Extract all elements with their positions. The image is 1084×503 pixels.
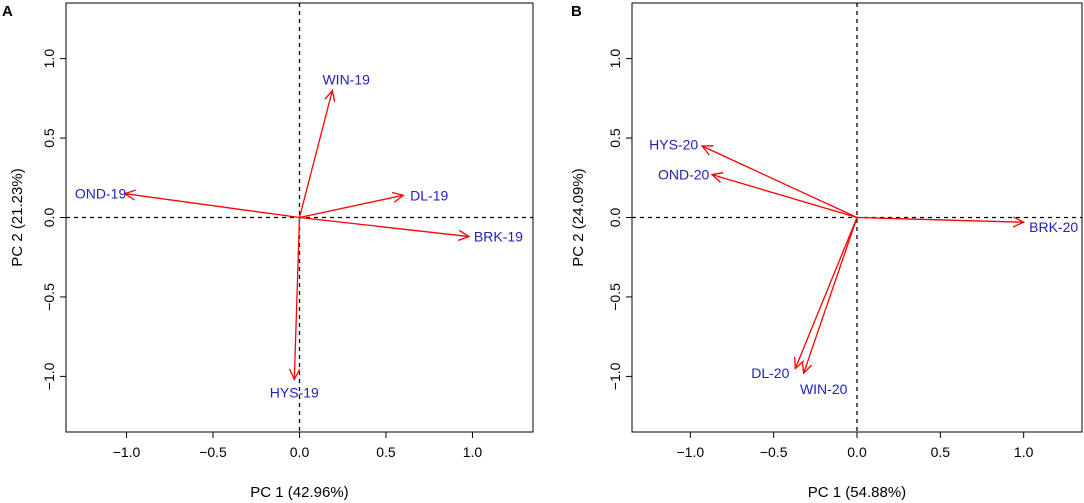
- vector-arrow-head: [1012, 216, 1026, 228]
- loading-vector-hys-19: HYS-19: [270, 217, 319, 400]
- vector-label: HYS-20: [649, 136, 698, 152]
- panel-a: −1.0 −0.5 0.0 0.5 1.0 −1.0 −0.5 0.0 0.5 1.0 PC 1 (…: [2, 2, 534, 501]
- vector-arrow-head: [324, 88, 336, 102]
- loading-vector-win-20: WIN-20: [800, 217, 858, 397]
- x-axis-title: PC 1 (54.88%): [808, 484, 906, 501]
- y-axis-title: PC 2 (21.23%): [9, 168, 26, 266]
- y-tick-label: 1.0: [607, 49, 623, 69]
- panel-label: A: [2, 3, 13, 20]
- vector-arrow-line: [794, 217, 858, 369]
- vector-arrow-line: [711, 173, 858, 219]
- y-tick-label: 1.0: [41, 49, 57, 69]
- loading-vector-dl-19: DL-19: [299, 187, 448, 219]
- x-tick-label: 1.0: [463, 444, 483, 460]
- x-tick-label: −1.0: [113, 444, 141, 460]
- x-tick-label: 0.0: [290, 444, 310, 460]
- loading-vector-brk-20: BRK-20: [856, 216, 1078, 235]
- vector-arrow-line: [299, 194, 404, 219]
- y-tick-label: 0.5: [607, 128, 623, 148]
- vector-arrow-line: [856, 216, 1024, 223]
- vector-arrow-head: [801, 361, 813, 375]
- vector-arrow-line: [803, 217, 858, 374]
- y-tick-label: 0.0: [41, 208, 57, 228]
- x-tick-label: 0.0: [847, 444, 867, 460]
- vector-label: HYS-19: [270, 384, 319, 400]
- vector-arrow-head: [391, 192, 405, 203]
- vector-arrow-line: [298, 90, 333, 218]
- vector-arrow-head: [123, 189, 136, 201]
- panel-label: B: [571, 3, 582, 20]
- loading-vector-hys-20: HYS-20: [649, 136, 858, 219]
- loading-vector-dl-20: DL-20: [751, 217, 858, 381]
- loading-vector-brk-19: BRK-19: [299, 216, 523, 245]
- vector-label: OND-19: [75, 186, 127, 202]
- vector-label: WIN-20: [800, 381, 848, 397]
- vector-arrow-head: [710, 172, 724, 183]
- vector-label: DL-20: [751, 365, 789, 381]
- x-tick-label: −0.5: [760, 444, 788, 460]
- loading-vector-ond-19: OND-19: [75, 186, 300, 219]
- vector-arrow-line: [701, 145, 858, 219]
- vector-arrow-line: [299, 216, 470, 238]
- y-tick-label: 0.0: [607, 208, 623, 228]
- vector-label: BRK-20: [1029, 219, 1078, 235]
- panel-b: −1.0 −0.5 0.0 0.5 1.0 −1.0 −0.5 0.0 0.5 1.0 PC 1 (…: [570, 2, 1083, 501]
- x-axis-title: PC 1 (42.96%): [250, 484, 348, 501]
- vector-label: WIN-19: [322, 71, 370, 87]
- y-tick-label: −1.0: [41, 362, 57, 390]
- vector-label: OND-20: [658, 167, 710, 183]
- y-axis-title: PC 2 (24.09%): [570, 168, 587, 266]
- vector-arrow-head: [289, 368, 301, 382]
- x-tick-label: 0.5: [931, 444, 951, 460]
- y-tick-label: 0.5: [41, 128, 57, 148]
- x-tick-label: 1.0: [1014, 444, 1034, 460]
- vector-arrow-head: [700, 145, 714, 156]
- x-tick-label: −1.0: [677, 444, 705, 460]
- loading-vector-ond-20: OND-20: [658, 167, 858, 219]
- vector-label: BRK-19: [474, 229, 523, 245]
- x-tick-label: −0.5: [199, 444, 227, 460]
- x-tick-label: 0.5: [376, 444, 396, 460]
- vector-arrow-line: [293, 217, 301, 380]
- y-tick-label: −0.5: [607, 283, 623, 311]
- y-tick-label: −1.0: [607, 362, 623, 390]
- loading-vector-win-19: WIN-19: [298, 71, 370, 218]
- vector-arrow-head: [457, 230, 471, 241]
- vector-arrow-head: [794, 356, 805, 370]
- vector-label: DL-19: [410, 187, 448, 203]
- vector-arrow-line: [124, 193, 300, 219]
- y-tick-label: −0.5: [41, 283, 57, 311]
